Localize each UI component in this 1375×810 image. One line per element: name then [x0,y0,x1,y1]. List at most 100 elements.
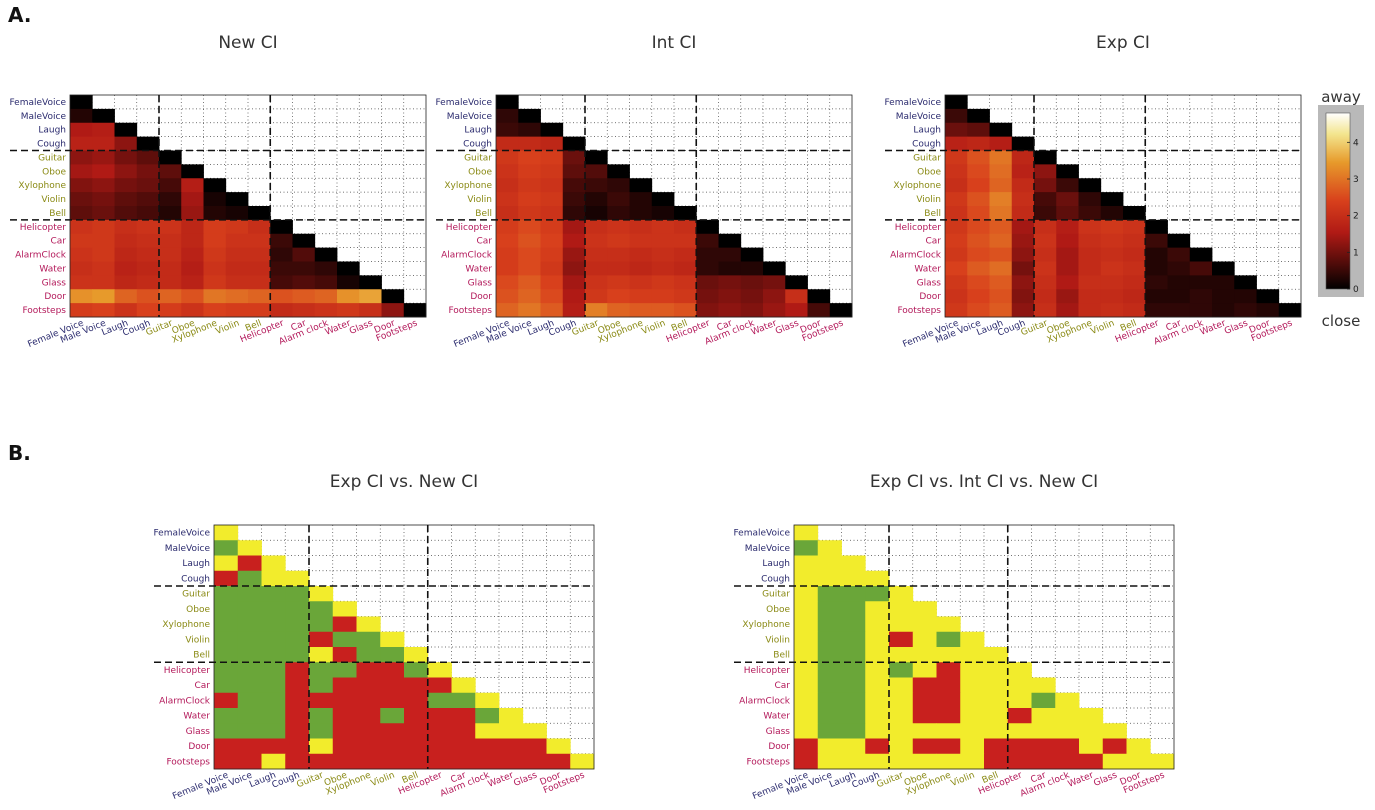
cell-violin-female-voice [70,192,93,207]
cell-door-oboe [332,738,357,755]
cell-door-violin [380,738,405,755]
cell-footsteps-xylophone [203,303,227,318]
cell-door-alarm-clock [475,738,500,755]
row-label-water: Water [914,264,941,274]
cell-helicopter-helicopter [1007,662,1032,678]
row-label-door: Door [188,742,210,752]
cell-helicopter-violin [1100,219,1124,235]
cell-alarmclock-cough [285,692,310,709]
row-label-footsteps: Footsteps [746,757,790,767]
colorbar-tick-label: 1 [1353,248,1359,258]
cell-oboe-laugh [540,164,564,179]
cell-helicopter-helicopter [270,219,293,235]
cell-oboe-guitar [889,601,914,617]
cell-footsteps-water [337,303,360,318]
cell-helicopter-bell [984,662,1009,678]
row-label-guitar: Guitar [182,590,210,600]
cell-helicopter-helicopter [427,662,452,678]
cell-helicopter-bell [404,662,429,678]
row-label-malevoice: MaleVoice [165,544,211,554]
cell-car-car [1167,233,1191,249]
cell-footsteps-door [1126,753,1151,770]
cell-guitar-female-voice [945,150,968,165]
cell-footsteps-cough [136,303,160,318]
cell-bell-xylophone [936,647,961,663]
cell-bell-violin [960,647,985,663]
cell-guitar-guitar [1034,150,1057,165]
cell-xylophone-female-voice [214,616,239,633]
cell-glass-bell [248,275,271,290]
cell-bell-xylophone [629,206,653,221]
cell-footsteps-male-voice [92,303,115,318]
cell-door-cough [562,289,586,304]
cell-glass-car [718,275,742,290]
cell-car-car [1031,677,1056,694]
cell-alarmclock-helicopter [696,247,719,262]
col-label-violin: Violin [214,319,241,338]
cell-footsteps-water [499,753,524,770]
cell-helicopter-male-voice [817,662,842,678]
cell-water-female-voice [496,261,519,276]
col-label-violin: Violin [370,771,397,790]
cell-guitar-cough [285,586,310,602]
cell-car-xylophone [356,677,381,694]
cell-alarmclock-car [1167,247,1191,262]
cell-glass-glass [1234,275,1257,290]
cell-guitar-laugh [540,150,564,165]
cell-car-violin [960,677,985,694]
col-label-glass: Glass [1092,770,1119,789]
cell-car-bell [404,677,429,694]
cell-helicopter-guitar [1034,219,1057,235]
cell-alarmclock-female-voice [214,692,239,709]
cell-footsteps-guitar [159,303,182,318]
cell-glass-laugh [989,275,1013,290]
cell-femalevoice-female-voice [496,95,519,110]
cell-alarmclock-male-voice [967,247,990,262]
cell-car-guitar [585,233,608,249]
cell-car-car [451,677,476,694]
cell-guitar-laugh [989,150,1013,165]
row-label-cough: Cough [37,140,66,150]
cell-violin-cough [136,192,160,207]
cell-violin-violin [651,192,675,207]
cell-violin-guitar [1034,192,1057,207]
cell-glass-car [292,275,316,290]
cell-xylophone-cough [865,616,890,633]
cell-water-xylophone [203,261,227,276]
cell-helicopter-female-voice [496,219,519,235]
cell-xylophone-cough [1011,178,1035,193]
cell-door-car [1031,738,1056,755]
chart-title: Exp CI vs. Int CI vs. New CI [870,472,1098,492]
cell-water-guitar [889,708,914,724]
cell-violin-violin [225,192,249,207]
plot-frame [213,524,595,770]
heatmap-exp-ci: Exp CI FemaleVoice MaleVoice Laugh Cough Guit… [885,33,1302,350]
cell-car-female-voice [496,233,519,249]
cell-car-xylophone [1078,233,1102,249]
cell-malevoice-female-voice [794,540,819,556]
cell-water-oboe [607,261,630,276]
cell-glass-glass [1102,723,1127,739]
cell-footsteps-bell [404,753,429,770]
row-label-door: Door [44,292,66,302]
cell-cough-laugh [989,136,1013,151]
cell-glass-glass [359,275,382,290]
cell-door-female-voice [945,289,968,304]
colorbar-tick-label: 0 [1353,285,1359,295]
col-label-glass: Glass [512,770,539,789]
cell-alarmclock-guitar [889,692,914,709]
cell-door-door [807,289,831,304]
cell-helicopter-helicopter [1145,219,1168,235]
heatmap-int-ci: Int CI FemaleVoice MaleVoice Laugh Cough Guit… [436,33,853,350]
cell-laugh-female-voice [496,122,519,138]
cell-footsteps-oboe [332,753,357,770]
cell-door-oboe [912,738,937,755]
row-label-oboe: Oboe [917,167,941,177]
cell-car-bell [984,677,1009,694]
cell-glass-guitar [585,275,608,290]
row-label-helicopter: Helicopter [744,666,791,676]
cell-alarmclock-guitar [159,247,182,262]
cell-bell-oboe [181,206,204,221]
cell-alarmclock-guitar [309,692,334,709]
row-label-car: Car [51,237,67,247]
